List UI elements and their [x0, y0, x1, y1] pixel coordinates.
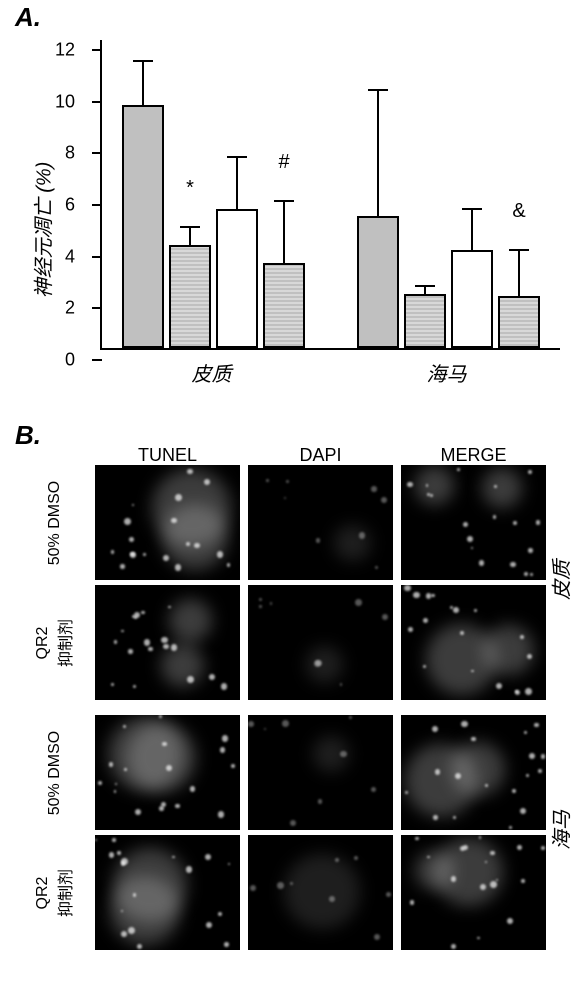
x-group-label: 皮质 [192, 358, 232, 387]
column-header: MERGE [440, 445, 506, 466]
micrograph [248, 715, 393, 830]
panel-a-label: A. [15, 2, 41, 33]
error-cap [368, 89, 388, 91]
bar [357, 216, 399, 348]
bar [404, 294, 446, 348]
micrograph [95, 465, 240, 580]
y-tick [92, 307, 102, 309]
error-cap [227, 156, 247, 158]
y-tick [92, 359, 102, 361]
micrograph [248, 465, 393, 580]
y-tick [92, 152, 102, 154]
side-label: 皮质 [546, 560, 573, 600]
panel-b-label: B. [15, 420, 41, 451]
error-cap [462, 208, 482, 210]
micrograph [401, 465, 546, 580]
y-tick-label: 2 [65, 298, 75, 319]
row-label: 50% DMSO [46, 480, 64, 564]
y-tick-label: 6 [65, 195, 75, 216]
y-tick [92, 256, 102, 258]
error-bar [377, 90, 379, 217]
bar-fill [500, 298, 538, 346]
error-cap [133, 60, 153, 62]
micrograph [248, 585, 393, 700]
y-tick-label: 12 [55, 40, 75, 61]
error-cap [274, 200, 294, 202]
bar-fill [453, 252, 491, 346]
significance-marker: & [512, 200, 525, 223]
y-tick [92, 49, 102, 51]
y-tick [92, 204, 102, 206]
error-bar [189, 227, 191, 245]
bar [169, 245, 211, 348]
micrograph [95, 715, 240, 830]
column-header: DAPI [299, 445, 341, 466]
row-label: 50% DMSO [46, 730, 64, 814]
row-label: QR2抑制剂 [34, 868, 76, 916]
side-label: 海马 [546, 810, 573, 850]
micrograph [95, 585, 240, 700]
significance-marker: * [186, 177, 194, 200]
bar [216, 209, 258, 349]
error-bar [283, 201, 285, 263]
error-bar [142, 61, 144, 105]
error-cap [180, 226, 200, 228]
y-axis-label: 神经元凋亡 (%) [28, 162, 57, 299]
plot-area: * # & [100, 40, 560, 350]
y-tick-label: 10 [55, 91, 75, 112]
bar [451, 250, 493, 348]
row-label: QR2抑制剂 [34, 618, 76, 666]
micrograph [401, 585, 546, 700]
micrograph [248, 835, 393, 950]
y-tick [92, 101, 102, 103]
error-bar [236, 157, 238, 209]
error-bar [518, 250, 520, 297]
error-cap [509, 249, 529, 251]
y-tick-label: 0 [65, 350, 75, 371]
error-bar [471, 209, 473, 250]
x-group-label: 海马 [427, 358, 467, 387]
bar-fill [406, 296, 444, 346]
micrograph [95, 835, 240, 950]
micrograph [401, 835, 546, 950]
bar-fill [171, 247, 209, 346]
column-header: TUNEL [138, 445, 197, 466]
bar [498, 296, 540, 348]
error-cap [415, 285, 435, 287]
bar-fill [359, 218, 397, 346]
bar [122, 105, 164, 348]
bar-fill [265, 265, 303, 346]
y-tick-label: 4 [65, 246, 75, 267]
significance-marker: # [278, 151, 289, 174]
bar [263, 263, 305, 348]
chart-a: 神经元凋亡 (%) * # & 0 2 4 6 8 10 12 皮质 海马 [30, 30, 550, 400]
y-tick-label: 8 [65, 143, 75, 164]
error-bar [424, 286, 426, 294]
micrograph [401, 715, 546, 830]
bar-fill [218, 211, 256, 347]
bar-fill [124, 107, 162, 346]
